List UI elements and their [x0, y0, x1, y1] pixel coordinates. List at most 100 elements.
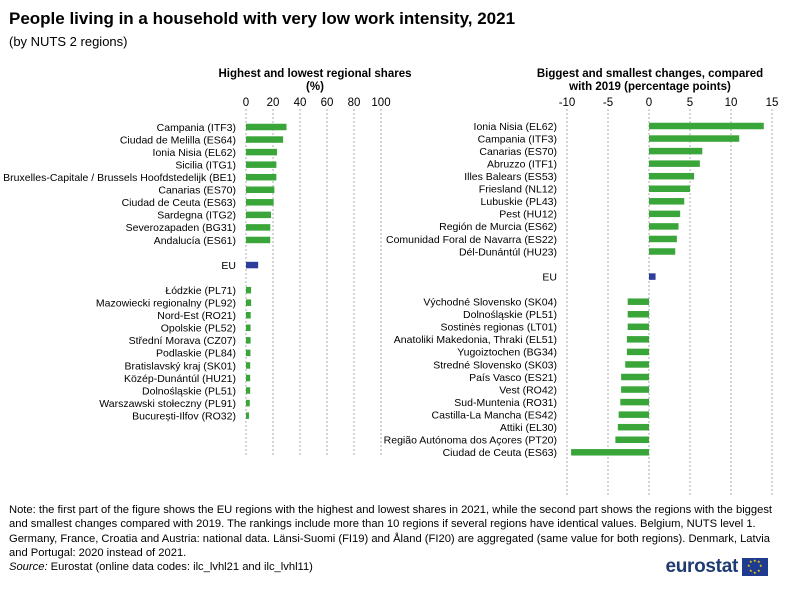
chart-canvas: Highest and lowest regional shares(%) 0 20…	[3, 68, 778, 497]
category-label: Ciudad de Melilla (ES64)	[120, 134, 236, 146]
bar	[649, 160, 700, 167]
bar	[627, 311, 649, 318]
bar	[246, 236, 271, 244]
source-text: Eurostat (online data codes: ilc_lvhl21 …	[47, 561, 313, 573]
bar	[246, 324, 251, 332]
bar	[246, 349, 251, 357]
bar	[246, 199, 274, 206]
bar	[649, 147, 703, 155]
x-tick-label: 40	[294, 97, 307, 109]
x-tick-label: 80	[348, 97, 361, 109]
category-label: Lubuskie (PL43)	[481, 196, 557, 208]
panel2-title-line2: with 2019 (percentage points)	[568, 81, 731, 93]
category-label: Opolskie (PL52)	[161, 323, 236, 335]
category-label: Vest (RO42)	[499, 384, 557, 396]
category-label: Ionia Nisia (EL62)	[153, 147, 236, 159]
bar	[621, 373, 649, 381]
bar	[626, 336, 649, 343]
category-label: Közép-Dunántúl (HU21)	[124, 373, 236, 385]
eu-category-label: EU	[221, 260, 236, 272]
bar	[621, 386, 649, 393]
panel1-unit-label: (%)	[306, 81, 324, 93]
category-label: Attiki (EL30)	[500, 422, 557, 434]
category-label: Canarias (ES70)	[479, 146, 557, 158]
bar	[649, 122, 764, 130]
bar	[627, 298, 649, 305]
x-tick-label: 60	[321, 97, 334, 109]
bar	[246, 186, 275, 193]
bar	[649, 198, 685, 205]
bar	[246, 362, 251, 369]
category-label: Dolnośląskie (PL51)	[463, 309, 557, 321]
category-label: Abruzzo (ITF1)	[487, 158, 557, 170]
x-tick-label: 10	[725, 97, 738, 109]
bar	[246, 412, 249, 419]
source-label: Source:	[9, 561, 48, 573]
category-label: Campania (ITF3)	[478, 133, 557, 145]
bar	[649, 210, 681, 218]
category-label: Bratislavský kraj (SK01)	[125, 360, 236, 372]
category-label: Střední Morava (CZ07)	[129, 335, 236, 347]
bar	[649, 172, 695, 180]
x-tick-label: 100	[371, 97, 390, 109]
category-label: Podlaskie (PL84)	[156, 348, 236, 360]
eu-bar	[246, 261, 259, 269]
x-tick-label: 20	[267, 97, 280, 109]
bar	[246, 211, 271, 219]
bar	[649, 223, 679, 230]
category-label: Východné Slovensko (SK04)	[423, 297, 557, 309]
source-line: Source: Eurostat (online data codes: ilc…	[9, 561, 313, 573]
category-label: Região Autónoma dos Açores (PT20)	[384, 435, 557, 447]
bar	[246, 312, 251, 319]
page-subtitle: (by NUTS 2 regions)	[9, 34, 128, 49]
category-label: Pest (HU12)	[499, 209, 557, 221]
category-label: Illes Balears (ES53)	[464, 171, 557, 183]
bar	[625, 361, 649, 368]
category-label: Ionia Nisia (EL62)	[474, 121, 557, 133]
eurostat-logo: eurostat ★ ★ ★ ★ ★ ★ ★ ★	[665, 556, 768, 578]
bar	[615, 436, 649, 443]
bar	[246, 387, 251, 394]
bar	[246, 299, 252, 306]
category-label: Yugoiztochen (BG34)	[457, 347, 557, 359]
bar	[246, 173, 277, 181]
category-label: Castilla-La Mancha (ES42)	[432, 409, 557, 421]
eu-bar	[649, 273, 656, 280]
x-tick-label: 0	[646, 97, 652, 109]
logo-text: eurostat	[665, 556, 738, 577]
page-title: People living in a household with very l…	[9, 9, 516, 28]
bar	[246, 123, 287, 131]
bar	[626, 348, 649, 356]
bar	[649, 248, 676, 255]
bar	[246, 337, 251, 344]
category-label: Comunidad Foral de Navarra (ES22)	[386, 234, 557, 246]
panel2-title-line1: Biggest and smallest changes, compared	[537, 68, 763, 80]
category-label: Región de Murcia (ES62)	[439, 221, 557, 233]
category-label: Warszawski stołeczny (PL91)	[99, 398, 236, 410]
category-label: Sud-Muntenia (RO31)	[454, 397, 557, 409]
bar	[649, 135, 740, 142]
panel2-title: Biggest and smallest changes, compared wi…	[537, 68, 763, 93]
category-label: País Vasco (ES21)	[469, 372, 557, 384]
x-tick-label: -5	[603, 97, 613, 109]
category-label: Severozapaden (BG31)	[126, 222, 236, 234]
category-label: Andalucía (ES61)	[154, 235, 236, 247]
x-tick-label: -10	[559, 97, 576, 109]
bar	[627, 323, 649, 331]
bar	[649, 235, 677, 243]
category-label: Sicilia (ITG1)	[175, 159, 236, 171]
category-label: Ciudad de Ceuta (ES63)	[443, 447, 557, 459]
chart-note: Note: the first part of the figure shows…	[9, 504, 773, 559]
eu-category-label: EU	[542, 271, 557, 283]
bar	[246, 136, 284, 143]
category-label: Dolnośląskie (PL51)	[142, 385, 236, 397]
x-tick-label: 0	[243, 97, 249, 109]
bar	[618, 411, 649, 418]
category-label: Bruxelles-Capitale / Brussels Hoofdstede…	[3, 172, 236, 184]
bar	[617, 423, 649, 431]
eu-flag-icon: ★ ★ ★ ★ ★ ★ ★ ★	[742, 558, 768, 576]
panel1-title: Highest and lowest regional shares	[219, 68, 412, 80]
category-label: Sardegna (ITG2)	[157, 210, 236, 222]
bar	[246, 161, 277, 168]
category-label: Campania (ITF3)	[157, 122, 236, 134]
